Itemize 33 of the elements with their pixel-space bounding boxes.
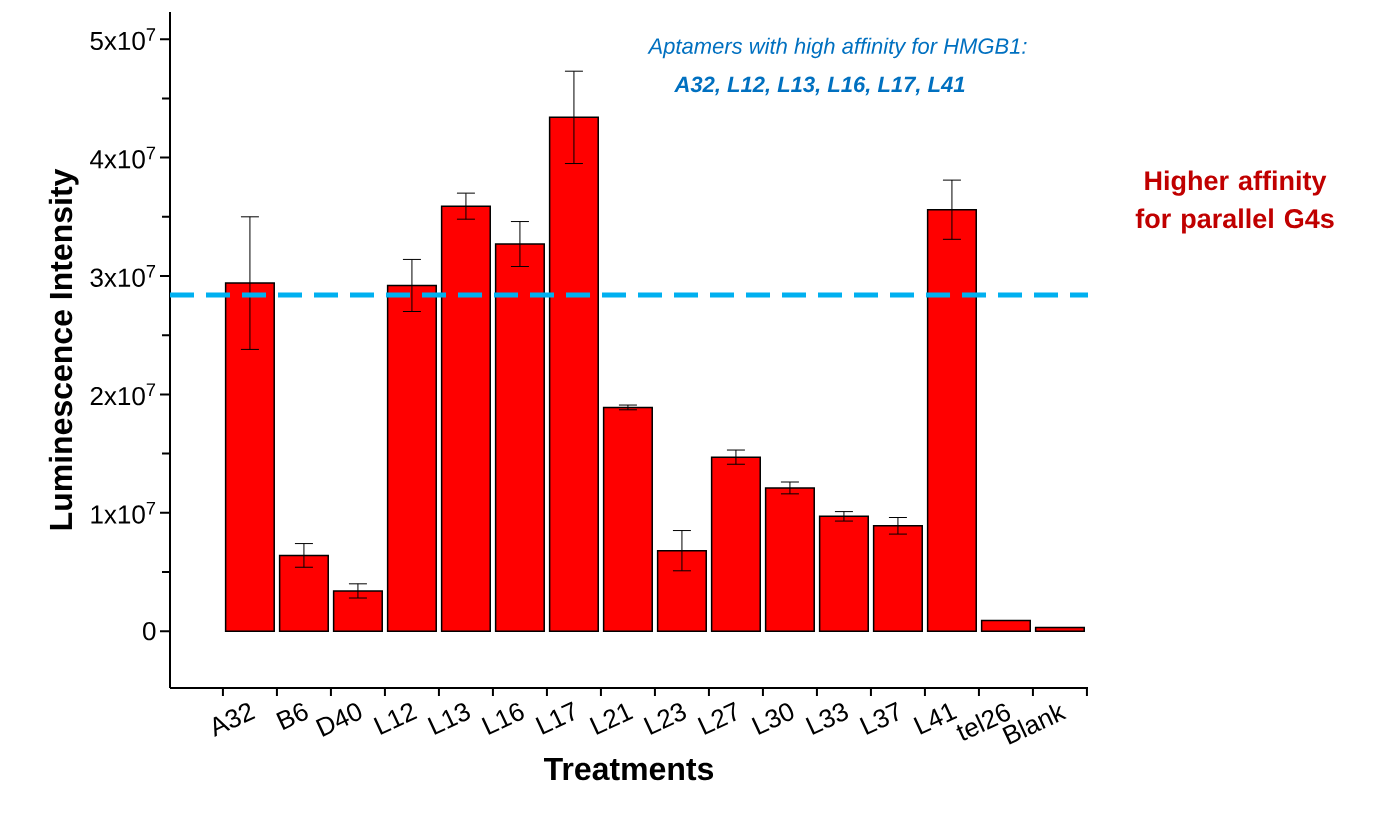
bar xyxy=(764,487,815,632)
x-tick-label: L33 xyxy=(805,703,848,735)
x-axis-title: Treatments xyxy=(544,757,714,781)
bar xyxy=(386,284,437,632)
bar xyxy=(602,406,653,632)
x-tick-label: A32 xyxy=(213,703,256,737)
x-tick-label: L13 xyxy=(427,703,470,735)
x-tick-label: D40 xyxy=(315,703,362,737)
bar xyxy=(278,554,329,632)
annotation: Aptamers with high affinity for HMGB1: xyxy=(647,37,1027,59)
x-tick-label: L21 xyxy=(589,703,634,735)
x-tick-label: L27 xyxy=(697,701,736,735)
y-tick-label: 1x10$^{7}$ xyxy=(91,501,156,524)
x-tick-label: L16 xyxy=(481,703,524,735)
x-tick-label: L30 xyxy=(751,703,794,735)
text: Higher affinity for parallel G4s xyxy=(1135,170,1334,234)
bar xyxy=(548,116,599,632)
annotation: A32, L12, L13, L16, L17, L41 xyxy=(674,76,965,96)
x-tick-label: L41 xyxy=(913,703,958,735)
bar xyxy=(980,619,1031,632)
x-tick-label: L17 xyxy=(535,701,574,735)
bar xyxy=(818,515,869,632)
x-tick-label: L12 xyxy=(373,703,418,735)
x-tick-label: L23 xyxy=(643,703,686,735)
x-tick-label: B6 xyxy=(276,703,308,730)
y-tick-label: 5x10$^{7}$ xyxy=(90,28,156,51)
x-tick-label: L37 xyxy=(859,701,898,735)
y-tick-label: 0 xyxy=(143,621,156,641)
y-axis-title: Luminescence Intensity xyxy=(48,168,79,530)
y-tick-label: 2x10$^{7}$ xyxy=(90,383,156,406)
y-tick-label: 4x10$^{7}$ xyxy=(90,146,156,169)
bar xyxy=(1034,626,1085,632)
y-tick-label: 3x10$^{7}$ xyxy=(90,265,156,287)
